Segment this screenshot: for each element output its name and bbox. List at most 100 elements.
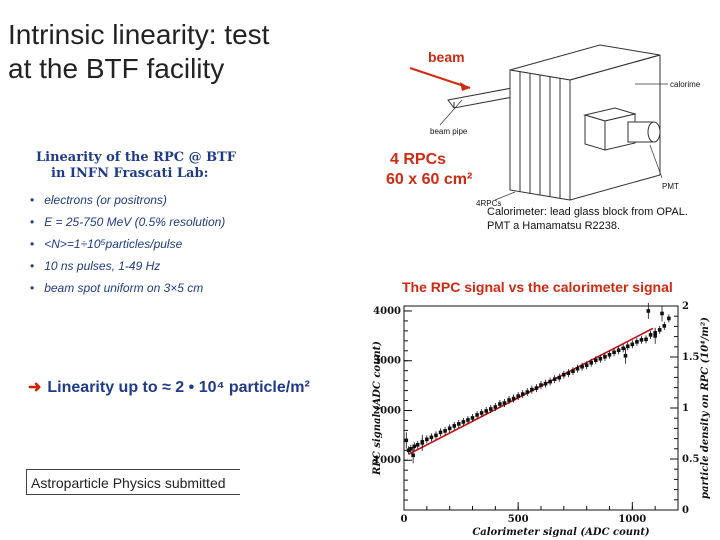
data-point bbox=[566, 371, 571, 375]
data-point bbox=[516, 394, 520, 398]
data-point bbox=[630, 342, 635, 347]
data-point bbox=[406, 448, 411, 453]
outlier-point bbox=[623, 353, 628, 358]
axis-ticks bbox=[403, 305, 679, 511]
calorimeter-desc-line2: PMT a Hamamatsu R2238. bbox=[487, 220, 621, 232]
data-point bbox=[479, 411, 484, 415]
data-point bbox=[412, 444, 417, 449]
x-tick-label: 0 bbox=[401, 514, 408, 525]
data-point bbox=[557, 375, 562, 380]
data-point bbox=[571, 369, 575, 373]
data-points bbox=[404, 302, 671, 464]
data-point bbox=[502, 401, 507, 405]
data-point bbox=[598, 356, 603, 361]
data-point bbox=[507, 398, 511, 402]
data-point bbox=[616, 348, 621, 353]
rpc-dimensions: 60 x 60 cm² bbox=[386, 171, 473, 188]
beam-pipe bbox=[447, 87, 519, 109]
data-point bbox=[530, 387, 534, 392]
data-point bbox=[457, 422, 461, 426]
data-point bbox=[452, 424, 457, 428]
outlier-point bbox=[646, 309, 651, 313]
data-point bbox=[434, 433, 438, 438]
y-tick-label: 4000 bbox=[373, 306, 401, 317]
data-point bbox=[657, 328, 662, 332]
data-point bbox=[603, 354, 607, 359]
x-tick-label: 500 bbox=[508, 514, 529, 525]
y-tick-label: 2000 bbox=[373, 405, 401, 416]
data-point bbox=[484, 409, 488, 413]
x-tick-label: 1000 bbox=[618, 514, 646, 525]
rpc-count: 4 RPCs bbox=[390, 151, 447, 168]
submitted-note: Astroparticle Physics submitted bbox=[26, 469, 240, 495]
data-point bbox=[466, 418, 470, 422]
axis-tick-labels: 0 500 1000 1000 2000 3000 4000 0 0.5 1 1.5 2 bbox=[373, 301, 699, 525]
data-point bbox=[644, 337, 648, 342]
data-point bbox=[552, 377, 557, 381]
data-point bbox=[488, 407, 493, 411]
data-point bbox=[409, 447, 413, 451]
data-point bbox=[594, 358, 598, 363]
data-point bbox=[639, 338, 644, 342]
data-point bbox=[662, 324, 667, 328]
data-point bbox=[493, 405, 498, 409]
rpc-size-label: 4 RPCs 60 x 60 cm² bbox=[386, 150, 472, 190]
data-point bbox=[534, 386, 539, 390]
data-point bbox=[562, 372, 566, 377]
x-axis-label: Calorimeter signal (ADC count) bbox=[472, 527, 650, 538]
list-item: <N>=1÷10⁵particles/pulse bbox=[30, 236, 225, 258]
calorimeter-description: Calorimeter: lead glass block from OPAL.… bbox=[487, 205, 688, 233]
list-item: electrons (or positrons) bbox=[30, 192, 225, 214]
calorimeter-label: calorimeter bbox=[670, 80, 700, 89]
y2-tick-label: 1 bbox=[682, 403, 689, 414]
pmt-cylinder bbox=[627, 121, 661, 143]
data-point bbox=[511, 396, 516, 401]
data-point bbox=[625, 344, 630, 349]
linearity-box-title: Linearity of the RPC @ BTF in INFN Frasc… bbox=[36, 150, 266, 182]
btf-setup-diagram: beam beam pipe calorimeter PMT 4RPCs bbox=[409, 44, 700, 208]
y2-axis-label: particle density on RPC (10⁴/m²) bbox=[700, 317, 711, 499]
data-point bbox=[580, 364, 584, 369]
data-point bbox=[429, 435, 434, 440]
data-point bbox=[415, 443, 420, 447]
y-tick-label: 1000 bbox=[373, 455, 401, 466]
y2-tick-label: 0 bbox=[682, 505, 689, 516]
data-point bbox=[425, 437, 429, 442]
slide-title-line1: Intrinsic linearity: test bbox=[8, 19, 270, 50]
data-point bbox=[667, 316, 671, 321]
box-title-line2: in INFN Frascati Lab: bbox=[51, 166, 209, 181]
rpc-stack bbox=[509, 44, 661, 201]
rpcs-small-label: 4RPCs bbox=[476, 199, 501, 208]
outlier-point bbox=[420, 441, 425, 445]
calorimeter-desc-line1: Calorimeter: lead glass block from OPAL. bbox=[487, 206, 688, 218]
data-point bbox=[575, 366, 580, 371]
pmt-label: PMT bbox=[662, 182, 679, 191]
arrow-right-icon: ➜ bbox=[28, 379, 42, 396]
data-point bbox=[648, 333, 653, 337]
data-point bbox=[621, 346, 625, 351]
data-point bbox=[607, 352, 612, 357]
data-point bbox=[443, 429, 447, 433]
y-tick-label: 3000 bbox=[373, 356, 401, 367]
beam-label: beam bbox=[428, 49, 465, 65]
y-axis-label: RPC signal (ADC count) bbox=[372, 341, 383, 476]
rpc-vs-calorimeter-chart: 0 500 1000 1000 2000 3000 4000 0 0.5 1 1.5 2 Calori… bbox=[372, 301, 711, 538]
y2-tick-label: 2 bbox=[682, 301, 689, 312]
outlier-point bbox=[660, 311, 664, 316]
data-point bbox=[584, 363, 589, 368]
data-point bbox=[525, 390, 530, 394]
data-point bbox=[589, 360, 594, 365]
data-point bbox=[438, 430, 443, 435]
box-title-line1: Linearity of the RPC @ BTF bbox=[36, 150, 237, 165]
data-point bbox=[539, 383, 543, 387]
outlier-point bbox=[411, 453, 415, 458]
linearity-text: Linearity up to ≈ 2 • 10⁴ particle/m² bbox=[47, 379, 310, 396]
beam-arrow bbox=[409, 67, 471, 89]
list-item: beam spot uniform on 3×5 cm bbox=[30, 280, 225, 302]
data-point bbox=[548, 379, 552, 384]
data-point bbox=[498, 402, 502, 406]
data-point bbox=[475, 413, 479, 417]
beam-pipe-label: beam pipe bbox=[430, 127, 468, 136]
beam-arrowhead bbox=[460, 82, 470, 91]
outlier-point bbox=[653, 334, 657, 338]
